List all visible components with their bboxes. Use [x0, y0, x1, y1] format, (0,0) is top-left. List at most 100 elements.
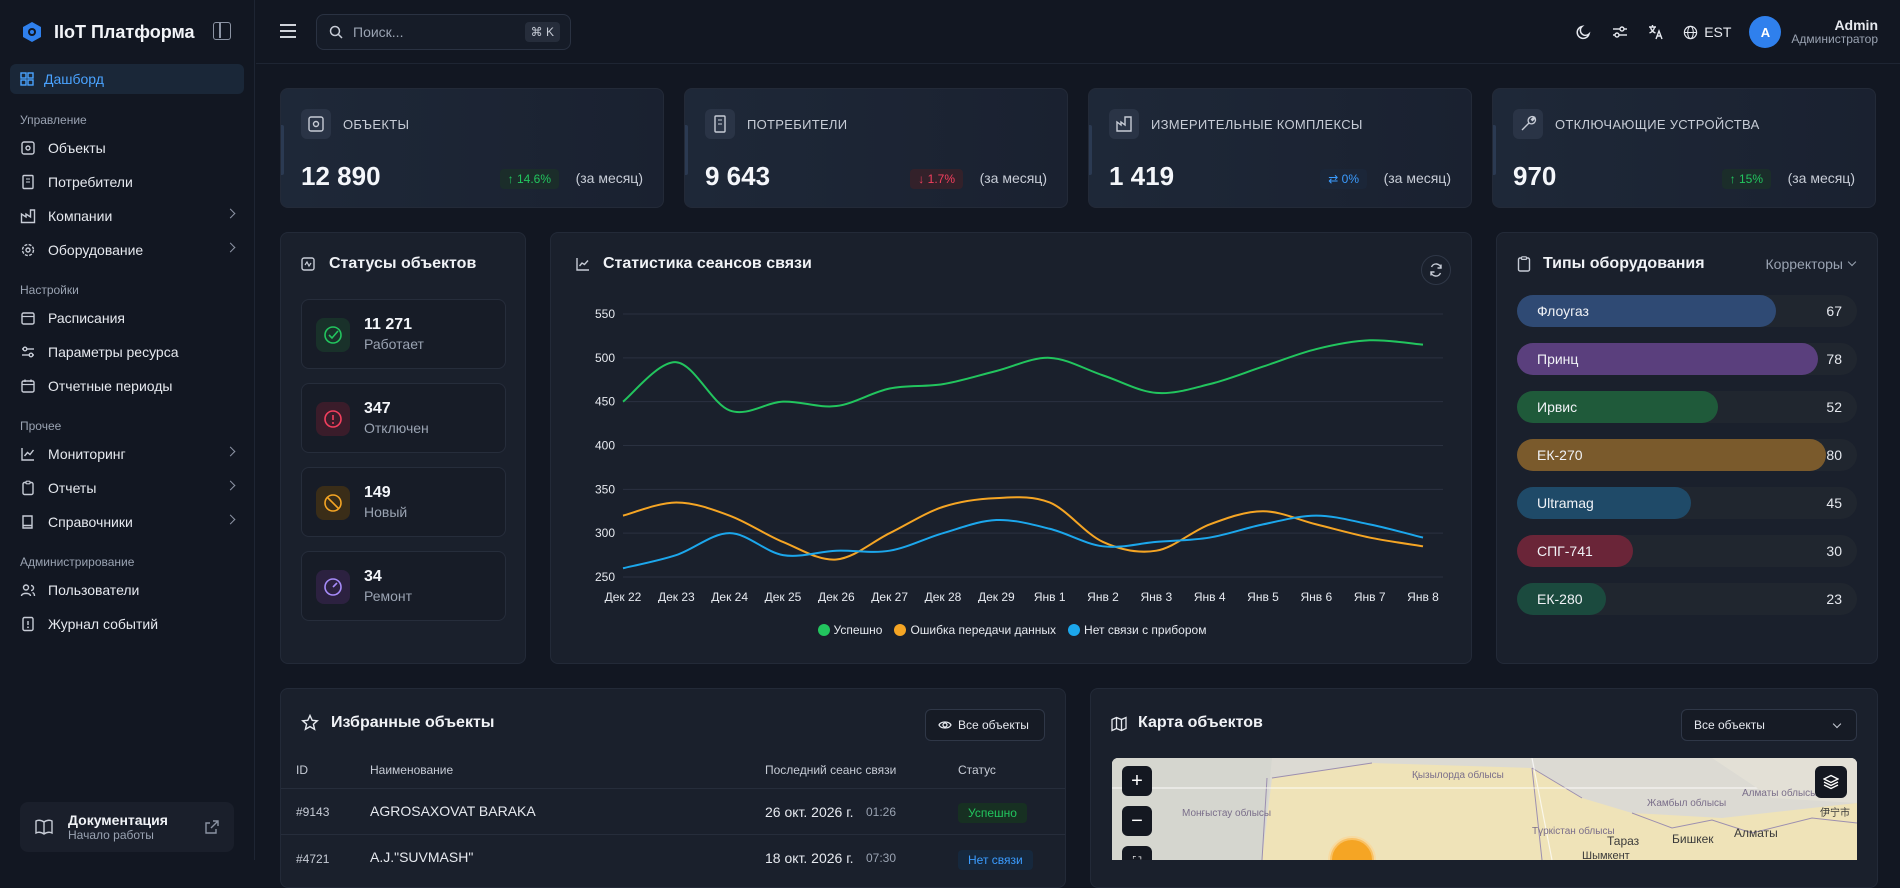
sidebar-item-label: Параметры ресурса — [48, 344, 179, 360]
layers-icon — [1823, 774, 1839, 790]
map-filter-dropdown[interactable]: Все объекты — [1681, 709, 1857, 741]
x-tick-label: Дек 27 — [871, 590, 908, 603]
x-tick-label: Янв 2 — [1087, 590, 1119, 603]
equipment-row[interactable]: ЕК-280 23 — [1517, 583, 1857, 615]
sidebar-item-dashboard[interactable]: Дашборд — [10, 64, 244, 94]
external-link-icon[interactable] — [204, 819, 220, 835]
status-working[interactable]: 11 271 Работает — [301, 299, 506, 369]
status-disconnected[interactable]: 347 Отключен — [301, 383, 506, 453]
equipment-row[interactable]: Ирвис 52 — [1517, 391, 1857, 423]
row-time: 07:30 — [866, 851, 897, 865]
sidebar-item-label: Справочники — [48, 514, 133, 530]
map-label: Түркістан облысы — [1532, 826, 1615, 837]
sidebar-item-label: Отчеты — [48, 480, 97, 496]
button-label: Все объекты — [958, 718, 1029, 732]
sliders-icon[interactable] — [1611, 23, 1629, 41]
bar-fill — [1517, 295, 1776, 327]
series-line-0[interactable] — [622, 339, 1424, 413]
status-icon — [301, 257, 315, 271]
sidebar-item-label: Мониторинг — [48, 446, 126, 462]
zoom-in-button[interactable]: + — [1122, 766, 1152, 796]
layers-button[interactable] — [1815, 766, 1847, 798]
gauge-icon — [316, 570, 350, 604]
x-tick-label: Дек 28 — [925, 590, 962, 603]
status-repair[interactable]: 34 Ремонт — [301, 551, 506, 621]
equipment-name: ЕК-280 — [1537, 591, 1583, 607]
all-objects-button[interactable]: Все объекты — [925, 709, 1045, 741]
equipment-name: ЕК-270 — [1537, 447, 1583, 463]
sidebar-item-objects[interactable]: Объекты — [20, 135, 234, 161]
users-icon — [20, 584, 36, 597]
timezone-label: EST — [1704, 24, 1732, 40]
sidebar-item-consumers[interactable]: Потребители — [20, 169, 234, 195]
swap-icon: ⇄ — [1328, 172, 1342, 186]
sidebar-item-resource-params[interactable]: Параметры ресурса — [20, 339, 234, 365]
documentation-card[interactable]: Документация Начало работы — [20, 802, 234, 852]
sidebar-item-equipment[interactable]: Оборудование — [20, 237, 236, 263]
status-label: Работает — [364, 336, 424, 352]
refresh-button[interactable] — [1421, 255, 1451, 285]
equipment-name: СПГ-741 — [1537, 543, 1593, 559]
moon-icon[interactable] — [1575, 23, 1593, 41]
map-label: Алматы — [1734, 826, 1778, 840]
translate-icon[interactable] — [1647, 23, 1665, 41]
equipment-name: Принц — [1537, 351, 1579, 367]
menu-icon[interactable] — [280, 24, 296, 38]
card-accent — [1089, 125, 1092, 175]
equipment-row[interactable]: Флоугаз 67 — [1517, 295, 1857, 327]
row-name: A.J."SUVMASH" — [370, 849, 474, 865]
objects-map[interactable]: Қызылорда облысы Жамбыл облысы Алматы об… — [1112, 758, 1857, 860]
equipment-row[interactable]: Принц 78 — [1517, 343, 1857, 375]
sidebar-item-reports[interactable]: Отчеты — [20, 475, 236, 501]
series-line-1[interactable] — [622, 496, 1424, 561]
search-input[interactable]: Поиск... ⌘ K — [316, 14, 571, 50]
sidebar-item-schedules[interactable]: Расписания — [20, 305, 234, 331]
gear-icon — [21, 243, 35, 257]
legend-item[interactable]: Нет связи с прибором — [1068, 623, 1206, 637]
sidebar-item-label: Компании — [48, 208, 113, 224]
user-menu[interactable]: A Admin Администратор — [1749, 16, 1878, 48]
status-new[interactable]: 149 Новый — [301, 467, 506, 537]
stat-change: ↑ 14.6% — [499, 169, 559, 189]
search-placeholder: Поиск... — [353, 24, 404, 40]
status-count: 347 — [364, 400, 391, 417]
sidebar-item-monitoring[interactable]: Мониторинг — [20, 441, 236, 467]
chart-title: Статистика сеансов связи — [603, 255, 812, 272]
chevron-right-icon — [225, 208, 236, 219]
status-label: Новый — [364, 504, 408, 520]
sidebar-item-companies[interactable]: Компании — [20, 203, 236, 229]
x-tick-label: Дек 22 — [605, 590, 642, 603]
equipment-row[interactable]: СПГ-741 30 — [1517, 535, 1857, 567]
y-tick-label: 400 — [595, 439, 615, 453]
stat-card-meters[interactable]: ИЗМЕРИТЕЛЬНЫЕ КОМПЛЕКСЫ 1 419 ⇄ 0% (за м… — [1088, 88, 1472, 208]
bar-fill — [1517, 583, 1606, 615]
timezone-selector[interactable]: EST — [1683, 24, 1731, 40]
map-icon — [1111, 716, 1127, 732]
fullscreen-button[interactable]: ⛶ — [1122, 846, 1152, 860]
stat-card-consumers[interactable]: ПОТРЕБИТЕЛИ 9 643 ↓ 1.7% (за месяц) — [684, 88, 1068, 208]
check-circle-icon — [316, 318, 350, 352]
legend-item[interactable]: Ошибка передачи данных — [894, 623, 1056, 637]
series-line-2[interactable] — [622, 514, 1424, 570]
map-label: Монғыстау облысы — [1182, 808, 1272, 819]
sidebar-item-report-periods[interactable]: Отчетные периоды — [20, 373, 234, 399]
equipment-row[interactable]: Ultramag 45 — [1517, 487, 1857, 519]
equipment-row[interactable]: ЕК-270 80 — [1517, 439, 1857, 471]
zoom-out-button[interactable]: − — [1122, 806, 1152, 836]
stat-card-disconnectors[interactable]: ОТКЛЮЧАЮЩИЕ УСТРОЙСТВА 970 ↑ 15% (за мес… — [1492, 88, 1876, 208]
brand[interactable]: IIoT Платформа — [20, 20, 195, 44]
x-tick-label: Дек 23 — [658, 590, 695, 603]
globe-icon — [1683, 25, 1698, 39]
chevron-down-icon — [1832, 719, 1842, 729]
legend-item[interactable]: Успешно — [817, 623, 882, 637]
table-row[interactable] — [281, 789, 1065, 835]
sidebar-collapse-icon[interactable] — [213, 22, 231, 40]
equipment-filter-dropdown[interactable]: Корректоры — [1766, 256, 1857, 272]
sidebar-item-users[interactable]: Пользователи — [20, 577, 234, 603]
card-title: Избранные объекты — [331, 714, 495, 731]
legend-label: Нет связи с прибором — [1084, 623, 1207, 637]
y-tick-label: 500 — [595, 351, 615, 365]
sidebar-item-references[interactable]: Справочники — [20, 509, 236, 535]
sidebar-item-event-log[interactable]: Журнал событий — [20, 611, 234, 637]
stat-card-objects[interactable]: ОБЪЕКТЫ 12 890 ↑ 14.6% (за месяц) — [280, 88, 664, 208]
